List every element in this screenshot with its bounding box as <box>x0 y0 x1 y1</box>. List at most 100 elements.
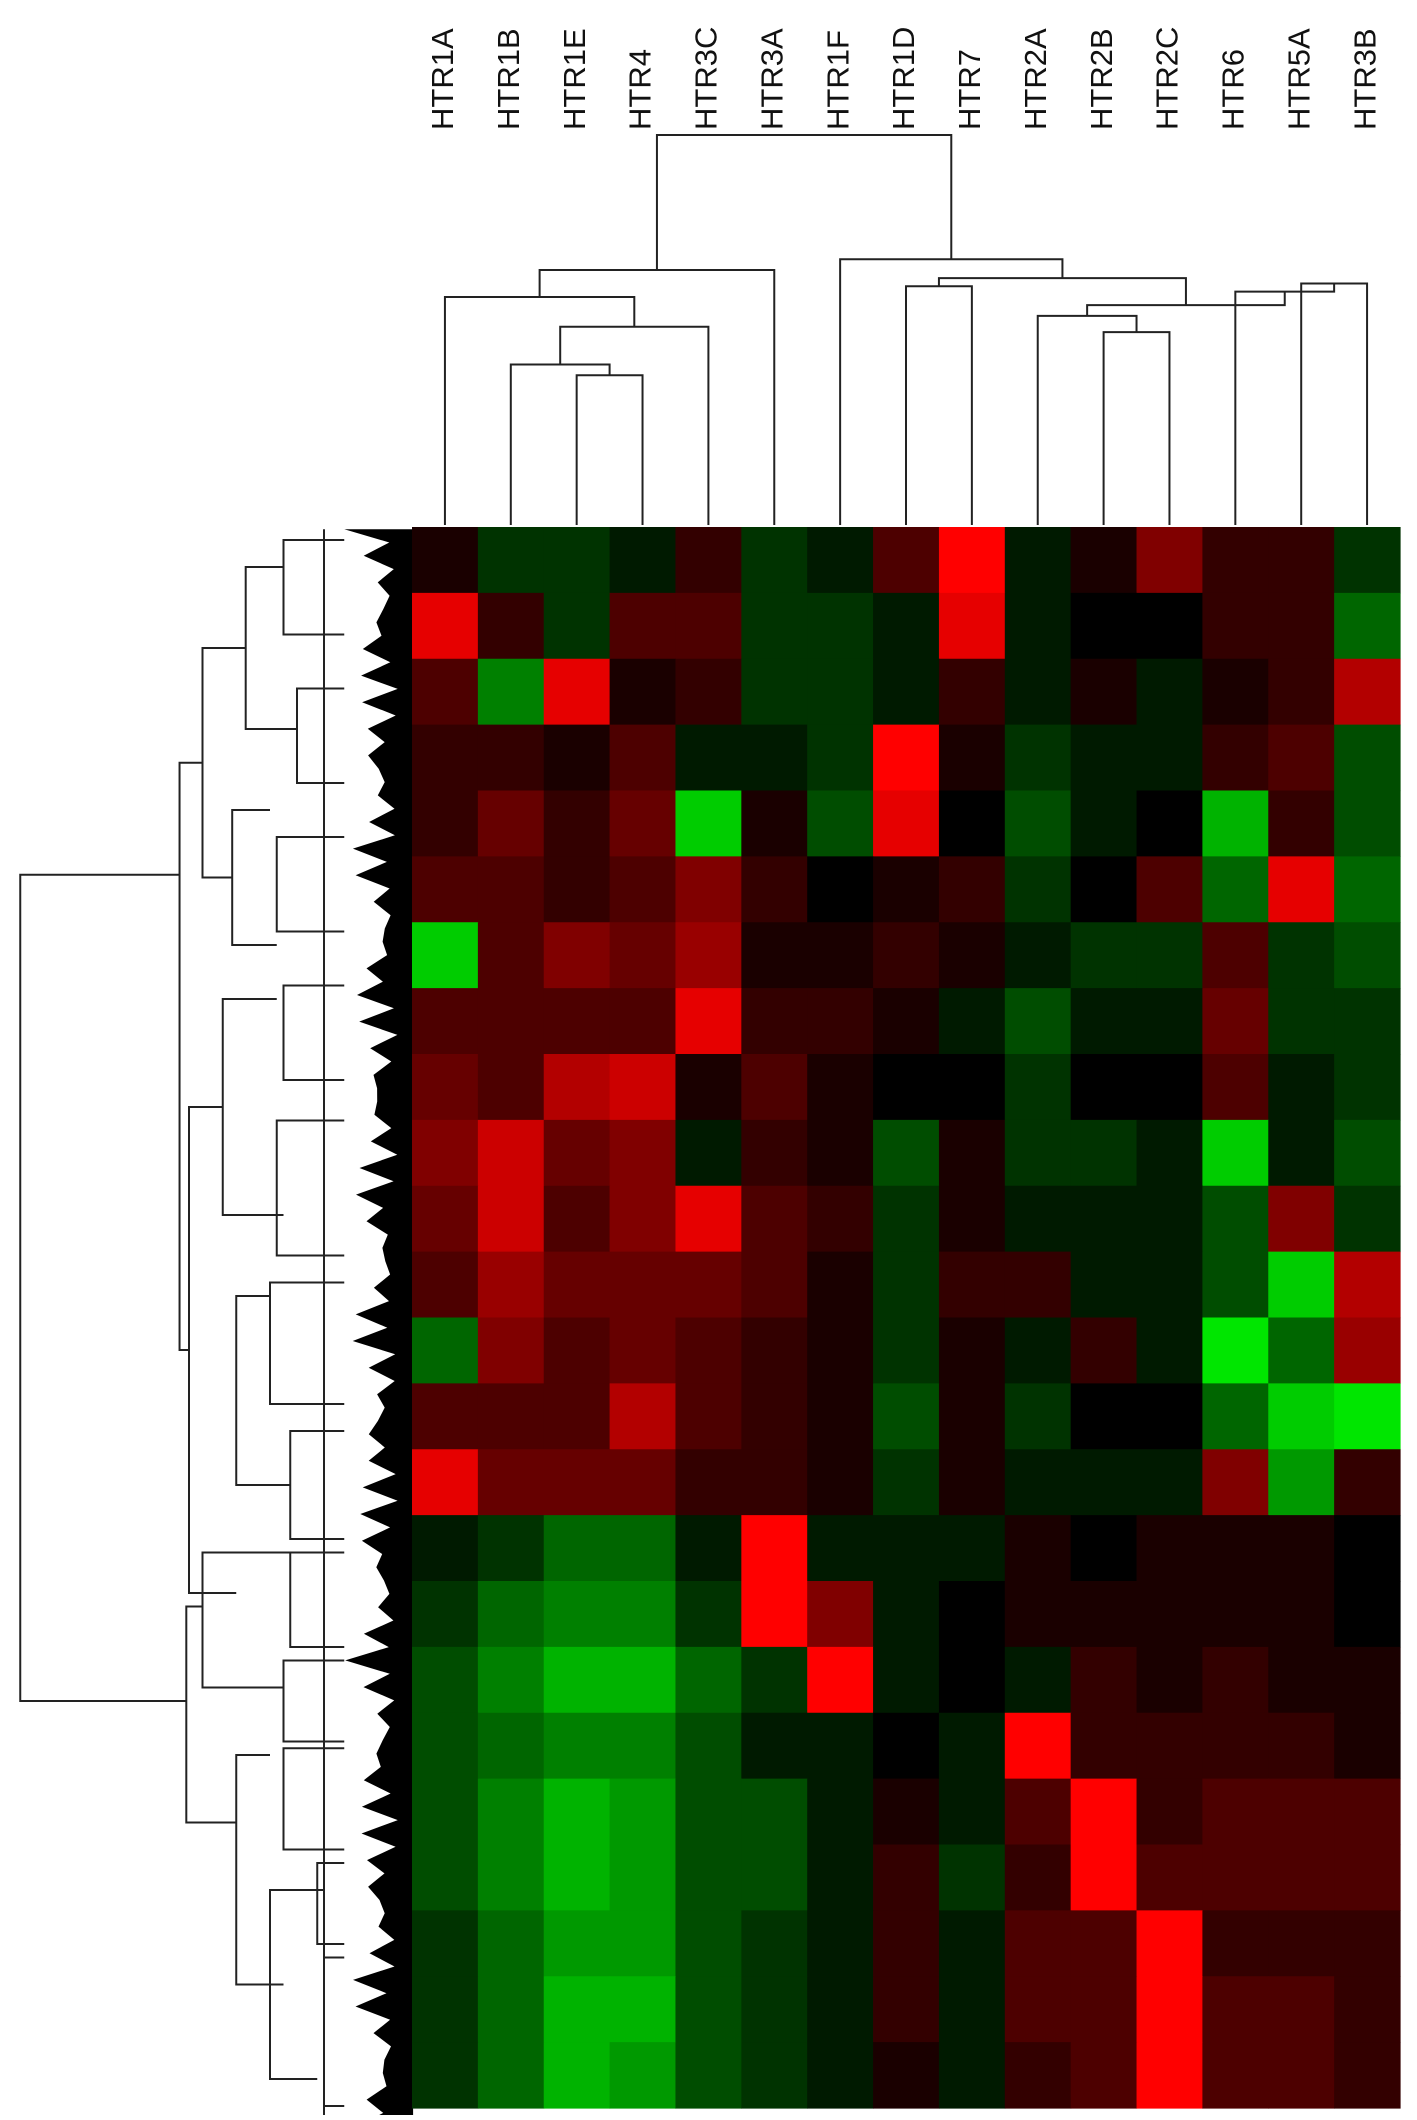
dendrogram-branch <box>1300 282 1369 525</box>
dendrogram-branch <box>235 1754 284 1986</box>
heatmap-cell <box>477 724 545 792</box>
heatmap-cell <box>1268 1383 1335 1450</box>
heatmap-cell <box>1136 1581 1203 1648</box>
heatmap-cell <box>1004 2042 1072 2109</box>
heatmap-cell <box>1136 1251 1203 1319</box>
heatmap-cell <box>938 1185 1006 1253</box>
heatmap-cell <box>609 527 677 594</box>
heatmap-cell <box>609 1646 677 1714</box>
dendrogram-branch <box>282 984 345 1081</box>
heatmap-cell <box>1136 724 1203 792</box>
dendrogram-branch <box>201 647 246 879</box>
heatmap-cell <box>1070 1515 1138 1582</box>
heatmap-cell <box>477 2042 545 2109</box>
heatmap-cell <box>543 1317 611 1384</box>
heatmap-cell <box>1268 1449 1335 1516</box>
heatmap-cell <box>675 1317 742 1384</box>
heatmap-cell <box>609 1910 677 1977</box>
heatmap-cell <box>807 922 874 989</box>
heatmap-cell <box>543 790 611 857</box>
heatmap-cell <box>938 1317 1006 1384</box>
heatmap-cell <box>412 1185 479 1253</box>
heatmap-cell <box>477 1646 545 1714</box>
heatmap-cell <box>609 1317 677 1384</box>
heatmap-cell <box>1202 724 1269 792</box>
heatmap-cell <box>1136 1976 1203 2043</box>
heatmap-cell <box>609 1383 677 1450</box>
heatmap-cell <box>609 1976 677 2043</box>
heatmap-cell <box>412 988 479 1055</box>
column-label: HTR2A <box>1018 28 1053 130</box>
heatmap-cell <box>807 2042 874 2109</box>
heatmap-cell <box>1004 1383 1072 1450</box>
dendrogram-branch <box>296 687 345 784</box>
heatmap-cell <box>741 1185 808 1253</box>
heatmap-cell <box>477 1581 545 1648</box>
heatmap-cell <box>609 1844 677 1911</box>
heatmap-cell <box>1268 988 1335 1055</box>
heatmap-cell <box>1202 856 1269 923</box>
heatmap-cell <box>1334 658 1401 726</box>
heatmap-cell <box>938 1515 1006 1582</box>
heatmap-cell <box>938 1449 1006 1516</box>
heatmap-cell <box>1136 988 1203 1055</box>
column-label: HTR2B <box>1084 28 1119 130</box>
heatmap-cell <box>1334 1581 1401 1648</box>
column-label: HTR1B <box>491 28 526 130</box>
heatmap-cell <box>543 988 611 1055</box>
heatmap-cell <box>873 2042 940 2109</box>
heatmap-cell <box>873 1119 940 1187</box>
heatmap-cell <box>609 1712 677 1780</box>
heatmap-cell <box>412 1712 479 1780</box>
heatmap-cell <box>1334 724 1401 792</box>
heatmap-cell <box>609 1449 677 1516</box>
heatmap-cell <box>741 1515 808 1582</box>
dendrogram-branch <box>655 134 953 270</box>
heatmap-cell <box>938 856 1006 923</box>
dendrogram-branch <box>905 285 973 525</box>
heatmap-cell <box>675 1054 742 1121</box>
heatmap-cell <box>675 1910 742 1977</box>
heatmap-cell <box>1136 1449 1203 1516</box>
heatmap-cell <box>675 856 742 923</box>
heatmap-cell <box>412 1646 479 1714</box>
heatmap-cell <box>1268 1119 1335 1187</box>
heatmap-cell <box>609 2042 677 2109</box>
heatmap-cell <box>938 988 1006 1055</box>
heatmap-cell <box>1070 1778 1138 1846</box>
heatmap-cell <box>741 658 808 726</box>
heatmap-cell <box>477 1910 545 1977</box>
heatmap-cell <box>1268 527 1335 594</box>
heatmap-cell <box>807 988 874 1055</box>
dendrogram-branch <box>282 1747 345 1851</box>
heatmap-cell <box>609 790 677 857</box>
column-label: HTR1E <box>557 28 592 130</box>
dendrogram-leaves <box>344 529 414 2120</box>
heatmap-cell <box>807 1778 874 1846</box>
heatmap-cell <box>477 1515 545 1582</box>
heatmap-cell <box>1202 592 1269 660</box>
heatmap-cell <box>1202 988 1269 1055</box>
heatmap-cell <box>1268 922 1335 989</box>
heatmap-cell <box>873 1712 940 1780</box>
heatmap-cell <box>609 1251 677 1319</box>
heatmap-cell <box>1268 790 1335 857</box>
heatmap-cell <box>938 790 1006 857</box>
heatmap-cell <box>1136 1778 1203 1846</box>
heatmap-cell <box>807 1383 874 1450</box>
heatmap-cell <box>609 1185 677 1253</box>
heatmap-cell <box>412 1054 479 1121</box>
heatmap-cell <box>1070 2042 1138 2109</box>
dendrogram-branch <box>316 1862 345 1945</box>
heatmap-cell <box>1004 592 1072 660</box>
heatmap-cell <box>543 527 611 594</box>
heatmap-cell <box>412 1844 479 1911</box>
heatmap-cell <box>873 1844 940 1911</box>
heatmap-cell <box>675 1383 742 1450</box>
heatmap-cell <box>807 1317 874 1384</box>
heatmap-cell <box>1202 922 1269 989</box>
column-label: HTR2C <box>1150 27 1185 130</box>
heatmap-cell <box>741 592 808 660</box>
heatmap-cell <box>1070 1119 1138 1187</box>
